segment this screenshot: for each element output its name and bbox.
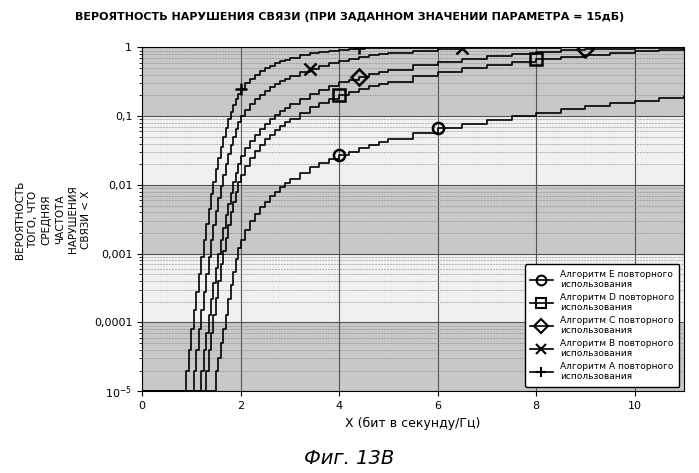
Legend: Алгоритм Е повторного
использования, Алгоритм D повторного
использования, Алгори: Алгоритм Е повторного использования, Алг… [525,264,679,387]
Bar [142,323,684,391]
Bar [142,47,684,116]
Bar [142,185,684,254]
X-axis label: X (бит в секунду/Гц): X (бит в секунду/Гц) [345,417,481,429]
Bar [142,116,684,185]
Text: ВЕРОЯТНОСТЬ НАРУШЕНИЯ СВЯЗИ (ПРИ ЗАДАННОМ ЗНАЧЕНИИ ПАРАМЕТРА = 15дБ): ВЕРОЯТНОСТЬ НАРУШЕНИЯ СВЯЗИ (ПРИ ЗАДАННО… [75,12,624,22]
Bar [142,254,684,323]
Text: Фиг. 13В: Фиг. 13В [304,449,395,468]
Y-axis label: ВЕРОЯТНОСТЬ
ТОГО, ЧТО
СРЕДНЯЯ
ЧАСТОТА
НАРУШЕНИЯ
СВЯЗИ < X: ВЕРОЯТНОСТЬ ТОГО, ЧТО СРЕДНЯЯ ЧАСТОТА НА… [15,180,91,259]
